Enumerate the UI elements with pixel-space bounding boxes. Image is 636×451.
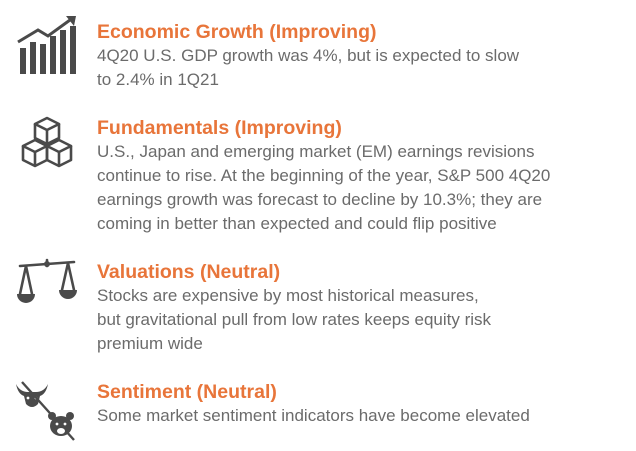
section-heading: Valuations (Neutral) [97, 261, 281, 283]
section-body-line: Some market sentiment indicators have be… [97, 406, 530, 425]
section-heading: Sentiment (Neutral) [97, 381, 277, 403]
section-body-line: premium wide [97, 334, 203, 353]
valuations-text: Valuations (Neutral) Stocks are expensiv… [97, 260, 632, 356]
balance-scale-icon [14, 256, 80, 322]
bull-bear-icon [14, 378, 80, 444]
section-body-line: Stocks are expensive by most historical … [97, 286, 479, 305]
sentiment-text: Sentiment (Neutral) Some market sentimen… [97, 380, 632, 428]
section-heading: Economic Growth (Improving) [97, 21, 377, 43]
section-body-line: to 2.4% in 1Q21 [97, 70, 219, 89]
economic-growth-text: Economic Growth (Improving) 4Q20 U.S. GD… [97, 20, 632, 92]
section-body-line: but gravitational pull from low rates ke… [97, 310, 492, 329]
section-heading: Fundamentals (Improving) [97, 117, 342, 139]
fundamentals-text: Fundamentals (Improving) U.S., Japan and… [97, 116, 632, 236]
section-body-line: U.S., Japan and emerging market (EM) ear… [97, 142, 535, 161]
section-body-line: coming in better than expected and could… [97, 214, 497, 233]
section-body-line: continue to rise. At the beginning of th… [97, 166, 551, 185]
bar-chart-growth-icon [14, 14, 80, 80]
section-body-line: 4Q20 U.S. GDP growth was 4%, but is expe… [97, 46, 520, 65]
section-body-line: earnings growth was forecast to decline … [97, 190, 543, 209]
stacked-cubes-icon [14, 114, 80, 180]
